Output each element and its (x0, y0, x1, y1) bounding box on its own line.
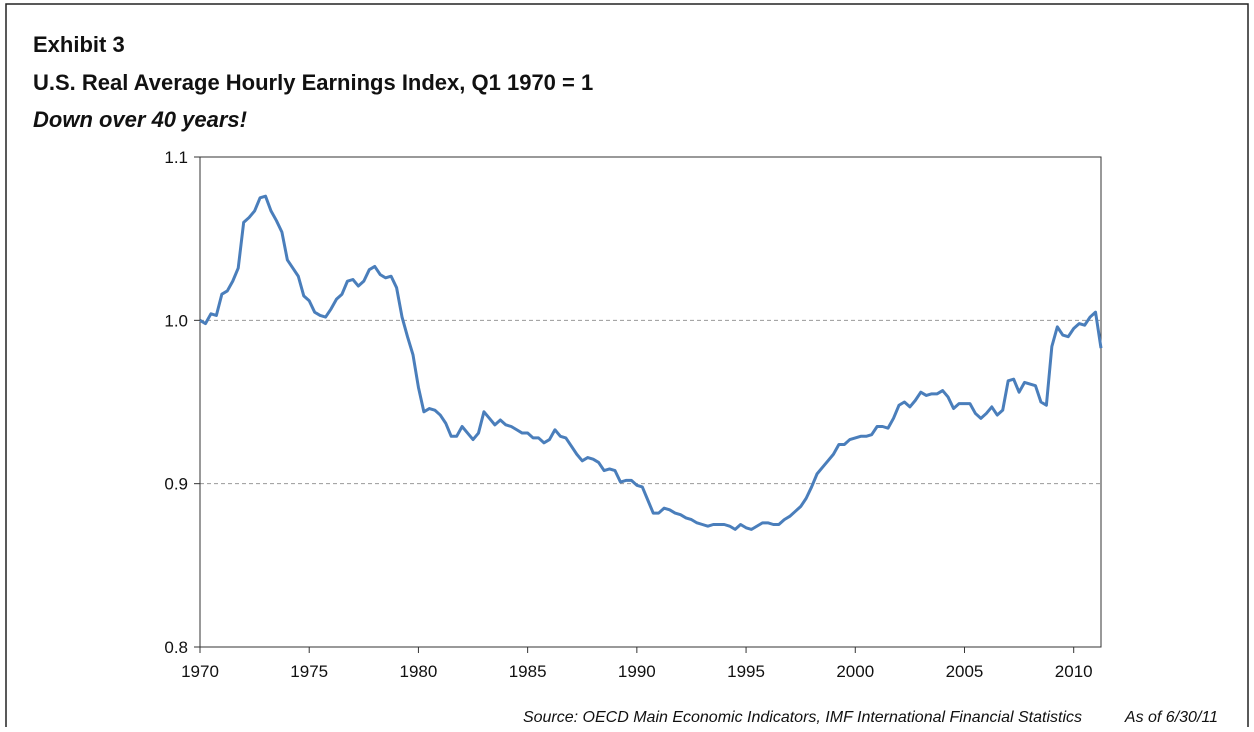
as-of-note: As of 6/30/11 (1124, 709, 1218, 726)
x-tick-label: 1990 (618, 662, 656, 681)
source-note: Source: OECD Main Economic Indicators, I… (523, 709, 1082, 726)
x-tick-label: 1995 (727, 662, 765, 681)
chart-title: U.S. Real Average Hourly Earnings Index,… (33, 70, 593, 95)
y-tick-label: 0.9 (164, 475, 188, 494)
x-tick-label: 2000 (836, 662, 874, 681)
frame (5, 3, 1249, 732)
y-tick-label: 0.8 (164, 638, 188, 657)
exhibit-label: Exhibit 3 (33, 32, 125, 57)
x-tick-label: 1980 (400, 662, 438, 681)
x-tick-label: 1975 (290, 662, 328, 681)
x-tick-label: 2010 (1055, 662, 1093, 681)
plot-frame (199, 156, 1102, 648)
y-tick-label: 1.1 (164, 148, 188, 167)
x-tick-label: 1985 (509, 662, 547, 681)
x-tick-label: 1970 (181, 662, 219, 681)
chart-subtitle: Down over 40 years! (33, 107, 247, 132)
x-tick-label: 2005 (946, 662, 984, 681)
y-tick-label: 1.0 (164, 311, 188, 330)
data-line (199, 194, 1103, 531)
